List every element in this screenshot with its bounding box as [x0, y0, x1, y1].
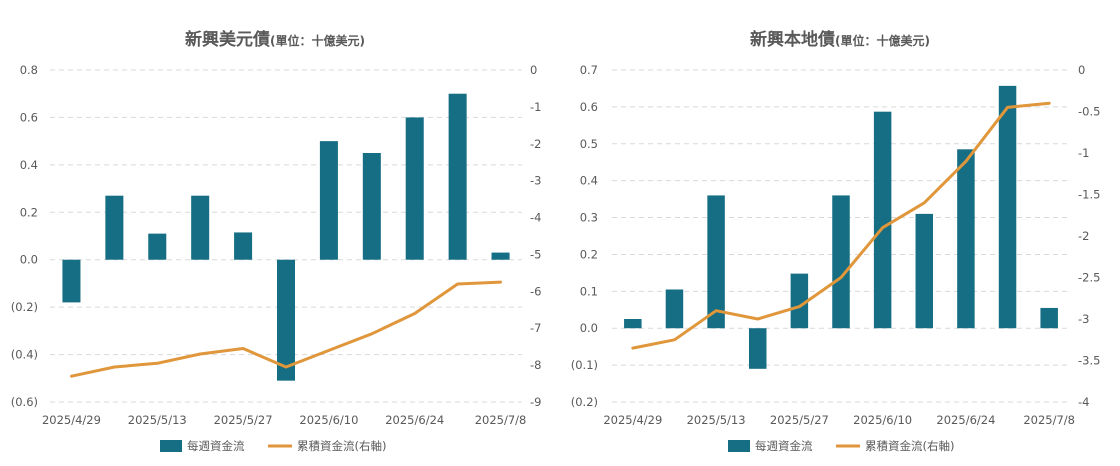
legend-swatch-bar — [728, 440, 750, 452]
chart-em-usd-bonds: 新興美元債(單位：十億美元) (0.6) (0.4) (0.2) 0.0 0.2 0.4 0.… — [11, 29, 542, 453]
y-right-tick-label: -4 — [530, 211, 541, 225]
chart-title-unit: (單位：十億美元) — [270, 33, 365, 48]
y-right-tick-label: -6 — [530, 284, 541, 298]
chart-svg: 新興美元債(單位：十億美元) (0.6) (0.4) (0.2) 0.0 0.2 0.4 0.… — [11, 29, 542, 453]
bar-weekly-flow — [405, 117, 424, 260]
y-right-tick-label: -2 — [530, 137, 541, 151]
y-left-tick-label: 0.6 — [20, 110, 38, 124]
bar-weekly-flow — [276, 259, 296, 381]
bar-weekly-flow — [998, 85, 1017, 329]
bar-weekly-flow — [665, 289, 684, 329]
y-left-tick-label: 0.3 — [580, 211, 598, 225]
chart-svg: 新興本地債(單位：十億美元) (0.2) (0.1) 0.0 0.1 0.2 0.3 0.4 0… — [571, 29, 1101, 453]
y-left-tick-label: 0.1 — [580, 284, 598, 298]
y-left-tick-label: (0.2) — [571, 395, 598, 409]
y-right-tick-label: -7 — [530, 321, 541, 335]
x-tick-label: 2025/5/27 — [770, 413, 829, 427]
y-left-tick-label: (0.1) — [571, 358, 598, 372]
y-left-tick-label: 0.0 — [580, 321, 598, 335]
bar-weekly-flow — [790, 273, 809, 329]
bar-weekly-flow — [148, 233, 167, 260]
y-left-tick-label: 0.5 — [580, 137, 598, 151]
x-tick-label: 2025/4/29 — [42, 413, 101, 427]
y-left-tick-label: 0.4 — [20, 158, 38, 172]
y-right-tick-label: -3.5 — [1078, 354, 1100, 368]
bar-weekly-flow — [319, 141, 338, 260]
bar-weekly-flow — [748, 328, 767, 369]
legend-label-weekly: 每週資金流 — [187, 439, 245, 453]
y-right-tick-label: -4 — [1078, 395, 1089, 409]
y-right-tick-label: -1 — [1078, 146, 1089, 160]
y-right-tick-label: -2 — [1078, 229, 1089, 243]
y-right-tick-label: -8 — [530, 358, 541, 372]
line-cumulative-flow — [631, 101, 1051, 350]
legend: 每週資金流 累積資金流(右軸) — [728, 439, 954, 453]
x-tick-label: 2025/6/24 — [936, 413, 995, 427]
y-left-tick-label: 0.2 — [20, 205, 38, 219]
y-left-tick-label: 0.7 — [580, 63, 598, 77]
legend-label-weekly: 每週資金流 — [755, 439, 813, 453]
y-right-tick-label: -0.5 — [1078, 105, 1100, 119]
y-left-tick-label: (0.4) — [11, 348, 38, 362]
x-tick-label: 2025/6/10 — [299, 413, 358, 427]
bar-weekly-flow — [707, 195, 725, 329]
y-right-tick-label: -3 — [530, 174, 541, 188]
y-left-tick-label: 0.2 — [580, 247, 598, 261]
x-tick-label: 2025/4/29 — [603, 413, 662, 427]
chart-title-main: 新興美元債 — [185, 29, 270, 50]
bar-weekly-flow — [191, 195, 210, 260]
x-tick-label: 2025/7/8 — [475, 413, 527, 427]
y-right-tick-label: -1 — [530, 100, 541, 114]
y-right-tick-label: -1.5 — [1078, 188, 1100, 202]
chart-title-unit: (單位：十億美元) — [835, 33, 930, 48]
y-right-tick-label: 0 — [530, 63, 537, 77]
bar-weekly-flow — [624, 319, 642, 329]
chart-title-main: 新興本地債 — [750, 29, 835, 50]
y-right-tick-label: -3 — [1078, 312, 1089, 326]
y-right-tick-label: -5 — [530, 247, 541, 261]
x-tick-label: 2025/5/13 — [128, 413, 187, 427]
bar-weekly-flow — [915, 213, 934, 329]
legend-swatch-bar — [160, 440, 182, 452]
y-left-tick-label: 0.4 — [580, 174, 598, 188]
x-tick-label: 2025/6/10 — [853, 413, 912, 427]
bar-weekly-flow — [1040, 307, 1058, 329]
legend: 每週資金流 累積資金流(右軸) — [160, 439, 386, 453]
y-right-tick-label: -2.5 — [1078, 271, 1100, 285]
bar-weekly-flow — [448, 93, 467, 260]
x-tick-label: 2025/7/8 — [1023, 413, 1075, 427]
chart-em-local-bonds: 新興本地債(單位：十億美元) (0.2) (0.1) 0.0 0.1 0.2 0.3 0.4 0… — [560, 0, 1120, 466]
line-cumulative-flow — [70, 280, 502, 378]
y-right-tick-label: -9 — [530, 395, 541, 409]
y-right-tick-label: 0 — [1078, 63, 1085, 77]
y-left-tick-label: 0.6 — [580, 100, 598, 114]
chart-title: 新興本地債(單位：十億美元) — [750, 29, 930, 50]
bar-weekly-flow — [957, 149, 975, 329]
y-left-tick-label: 0.0 — [20, 253, 38, 267]
bar-weekly-flow — [105, 195, 124, 260]
x-tick-label: 2025/5/13 — [687, 413, 746, 427]
x-tick-label: 2025/5/27 — [214, 413, 273, 427]
legend-label-cumulative: 累積資金流(右軸) — [865, 439, 954, 453]
chart-title: 新興美元債(單位：十億美元) — [185, 29, 365, 50]
x-tick-label: 2025/6/24 — [385, 413, 444, 427]
y-left-tick-label: (0.2) — [11, 300, 38, 314]
legend-label-cumulative: 累積資金流(右軸) — [297, 439, 386, 453]
y-left-tick-label: 0.8 — [20, 63, 38, 77]
bar-weekly-flow — [832, 195, 850, 329]
bar-weekly-flow — [234, 232, 253, 260]
bar-weekly-flow — [873, 111, 892, 329]
y-left-tick-label: (0.6) — [11, 395, 38, 409]
bar-weekly-flow — [62, 259, 81, 303]
bar-weekly-flow — [362, 153, 381, 260]
bar-weekly-flow — [491, 252, 510, 260]
